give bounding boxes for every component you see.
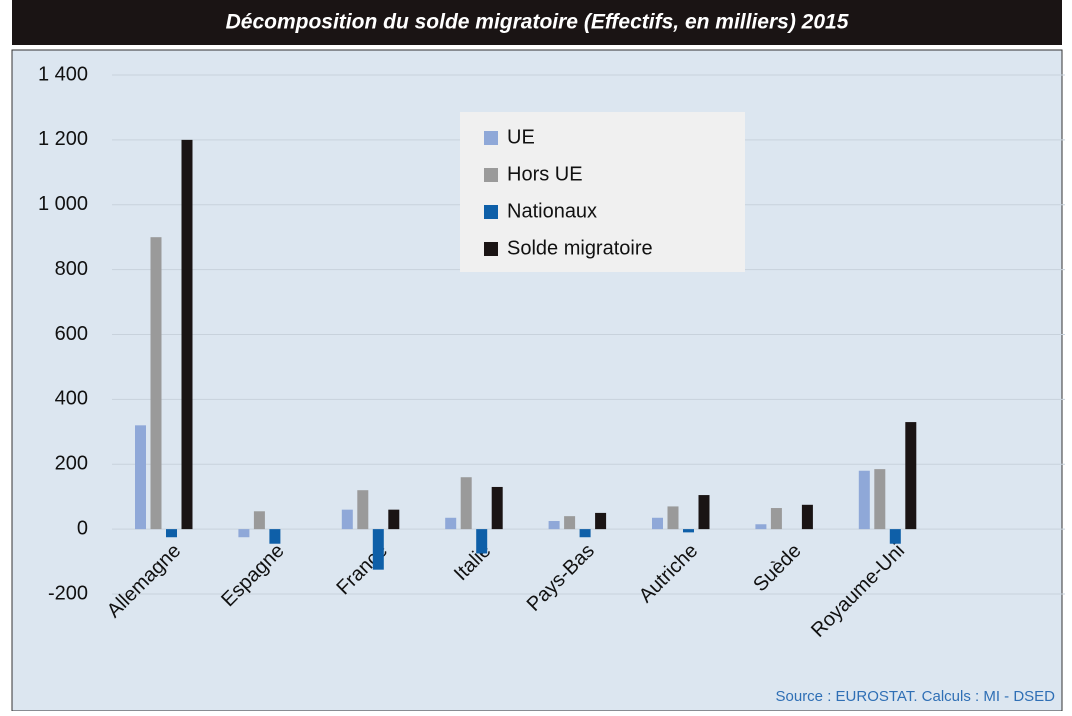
bar [166, 529, 177, 538]
chart-title: Décomposition du solde migratoire (Effec… [226, 11, 849, 34]
legend-box [460, 112, 745, 272]
bar [698, 495, 710, 530]
bar [357, 490, 369, 530]
title-bar [12, 0, 1062, 45]
y-tick-label: 1 400 [38, 63, 88, 85]
bar [372, 529, 384, 570]
bar [667, 506, 679, 530]
source: Source : EUROSTAT. Calculs : MI - DSED [776, 688, 1056, 705]
y-tick-label: 400 [55, 388, 88, 410]
bar [445, 517, 457, 530]
y-tick-label: 1 200 [38, 128, 88, 150]
legend-swatch [484, 131, 498, 145]
bar [755, 524, 767, 530]
bar [135, 425, 146, 530]
bar [388, 509, 400, 530]
bar [889, 529, 901, 544]
bar [564, 516, 576, 530]
bar [874, 469, 886, 530]
y-tick-label: 0 [77, 517, 88, 539]
bar [238, 529, 250, 538]
bar [150, 237, 162, 530]
legend-swatch [484, 242, 498, 256]
bar [341, 509, 353, 530]
bar [652, 517, 663, 530]
bar [683, 529, 694, 533]
bar [905, 422, 917, 530]
bar [181, 139, 193, 530]
bar [460, 477, 472, 530]
bar [770, 508, 782, 530]
bar [491, 486, 503, 530]
bar [858, 470, 870, 530]
bar [801, 504, 813, 530]
bar [269, 529, 281, 544]
legend-label: UE [507, 126, 535, 148]
legend-swatch [484, 168, 498, 182]
y-tick-label: 1 000 [38, 193, 88, 215]
y-tick-label: 800 [55, 258, 88, 280]
legend-label: Hors UE [507, 163, 583, 185]
legend-label: Solde migratoire [507, 237, 653, 259]
legend-label: Nationaux [507, 200, 597, 222]
bar [253, 511, 265, 530]
bar [595, 512, 607, 530]
y-tick-label: -200 [48, 582, 88, 604]
bar [548, 521, 560, 530]
legend-swatch [484, 205, 498, 219]
y-tick-label: 200 [55, 453, 88, 475]
bar [579, 529, 591, 538]
y-tick-label: 600 [55, 323, 88, 345]
bar [476, 529, 488, 554]
